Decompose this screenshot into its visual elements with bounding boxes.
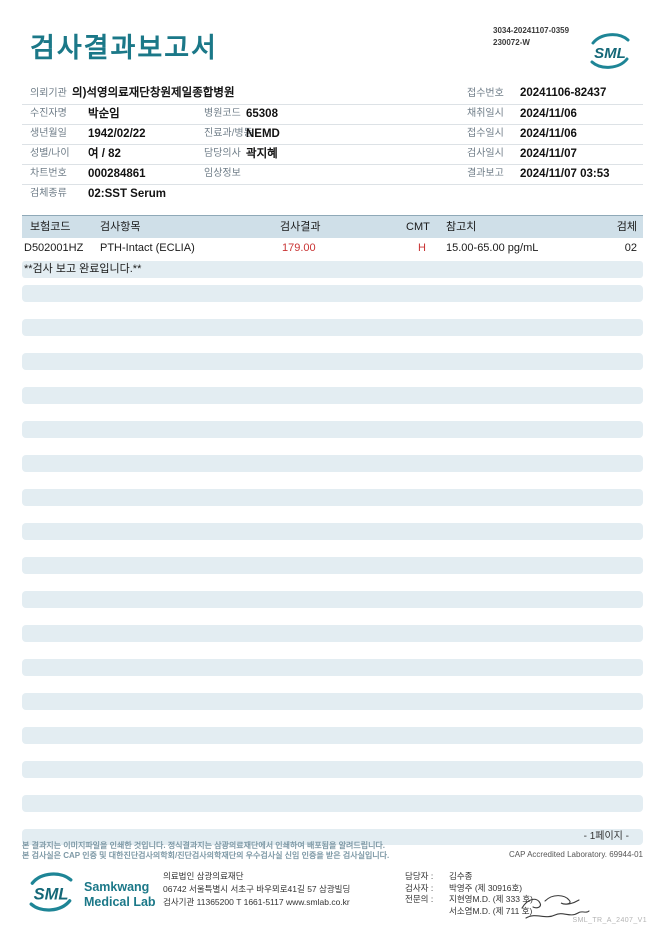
empty-row-stripe bbox=[22, 727, 643, 744]
test-result-value: 179.00 bbox=[282, 242, 316, 254]
footer-logo-name: Samkwang Medical Lab bbox=[84, 879, 156, 909]
info-value: 2024/11/07 03:53 bbox=[520, 168, 610, 180]
info-value: 곽지혜 bbox=[246, 148, 278, 160]
info-label: 진료과/병동 bbox=[204, 128, 253, 139]
footer-logo: SML Samkwang Medical Lab bbox=[25, 870, 156, 919]
staff-specialist-2: 서소염M.D. (제 711 호) bbox=[449, 905, 533, 916]
column-specimen: 검체 bbox=[616, 221, 637, 233]
receipt-number-value: 20241106-82437 bbox=[520, 87, 607, 99]
disclaimer-line2: 본 검사실은 CAP 인증 및 대한진단검사의학회/진단검사의학재단의 우수검사… bbox=[22, 851, 390, 860]
document-number-line2: 230072-W bbox=[493, 38, 530, 47]
info-label: 성별/나이 bbox=[30, 148, 70, 159]
organization-info: 의료법인 삼광의료재단 06742 서울특별시 서초구 바우뫼로41길 57 삼… bbox=[163, 870, 350, 908]
requester-label: 의뢰기관 bbox=[30, 88, 67, 99]
receipt-number-label: 접수번호 bbox=[467, 88, 504, 99]
info-label: 생년월일 bbox=[30, 128, 67, 139]
requester-row: 의뢰기관 의)석영의료재단창원제일종합병원 접수번호 20241106-8243… bbox=[22, 83, 643, 105]
info-label: 수진자명 bbox=[30, 108, 67, 119]
empty-row-stripe bbox=[22, 319, 643, 336]
info-value: 65308 bbox=[246, 108, 278, 120]
insurance-code: D502001HZ bbox=[24, 242, 84, 254]
info-label: 접수일시 bbox=[467, 128, 504, 139]
empty-row-stripe bbox=[22, 693, 643, 710]
info-value: 박순임 bbox=[88, 108, 120, 120]
page-indicator: - 1페이지 - bbox=[583, 831, 629, 842]
disclaimer-line1: 본 결과지는 이미지파일을 인쇄한 것입니다. 정식결과지는 삼광의료재단에서 … bbox=[22, 841, 386, 850]
specimen-type-value: 02:SST Serum bbox=[88, 188, 166, 200]
info-value: 여 / 82 bbox=[88, 148, 121, 160]
sml-logo-icon: SML bbox=[25, 870, 77, 919]
empty-row-stripe bbox=[22, 795, 643, 812]
empty-row-stripe bbox=[22, 591, 643, 608]
info-value: 1942/02/22 bbox=[88, 128, 146, 140]
svg-text:SML: SML bbox=[594, 45, 626, 62]
empty-stripes bbox=[22, 285, 643, 829]
info-value: 2024/11/07 bbox=[520, 148, 577, 160]
empty-row-stripe bbox=[22, 285, 643, 302]
organization-name: 의료법인 삼광의료재단 bbox=[163, 871, 244, 881]
empty-row-stripe bbox=[22, 557, 643, 574]
empty-row-stripe bbox=[22, 489, 643, 506]
result-row: D502001HZ PTH-Intact (ECLIA) 179.00 H 15… bbox=[22, 238, 643, 259]
sml-logo-icon: SML bbox=[587, 31, 633, 76]
empty-row-stripe bbox=[22, 455, 643, 472]
page-indicator-row: - 1페이지 - bbox=[22, 829, 643, 845]
document-number-line1: 3034-20241107-0359 bbox=[493, 26, 570, 35]
specimen-type-row: 검체종류 02:SST Serum bbox=[22, 184, 643, 204]
info-value: 000284861 bbox=[88, 168, 146, 180]
patient-info-row: 차트번호 000284861 임상정보 결과보고 2024/11/07 03:5… bbox=[22, 164, 643, 185]
patient-info-row: 생년월일 1942/02/22 진료과/병동 NEMD 접수일시 2024/11… bbox=[22, 124, 643, 145]
organization-contact: 검사기관 11365200 T 1661-5117 www.smlab.co.k… bbox=[163, 896, 350, 907]
cap-accreditation-text: CAP Accredited Laboratory. 69944-01 bbox=[508, 850, 643, 859]
empty-row-stripe bbox=[22, 761, 643, 778]
staff-manager: 담당자 : 김수종 bbox=[405, 871, 473, 881]
column-test-name: 검사항목 bbox=[100, 221, 141, 233]
staff-specialist-1: 전문의 : 지현영M.D. (제 333 호) bbox=[405, 894, 533, 905]
info-label: 차트번호 bbox=[30, 168, 67, 179]
empty-row-stripe bbox=[22, 387, 643, 404]
empty-row-stripe bbox=[22, 659, 643, 676]
organization-address: 06742 서울특별시 서초구 바우뫼로41길 57 삼광빌딩 bbox=[163, 883, 351, 894]
column-insurance-code: 보험코드 bbox=[30, 221, 71, 233]
specimen-type-label: 검체종류 bbox=[30, 188, 67, 199]
patient-info-row: 성별/나이 여 / 82 담당의사 곽지혜 검사일시 2024/11/07 bbox=[22, 144, 643, 165]
column-cmt: CMT bbox=[406, 221, 430, 233]
completion-message-row: **검사 보고 완료입니다.** bbox=[22, 261, 643, 278]
info-value: 2024/11/06 bbox=[520, 128, 577, 140]
page-title: 검사결과보고서 bbox=[30, 33, 218, 63]
info-label: 임상정보 bbox=[204, 168, 241, 179]
staff-examiner: 검사자 : 박영주 (제 30916호) bbox=[405, 882, 523, 893]
info-value: 2024/11/06 bbox=[520, 108, 577, 120]
requester-value: 의)석영의료재단창원제일종합병원 bbox=[72, 87, 235, 99]
completion-message: **검사 보고 완료입니다.** bbox=[24, 263, 142, 275]
results-table-header: 보험코드 검사항목 검사결과 CMT 참고치 검체 bbox=[22, 215, 643, 238]
info-label: 결과보고 bbox=[467, 168, 504, 179]
column-reference-range: 참고치 bbox=[446, 221, 477, 233]
empty-row-stripe bbox=[22, 353, 643, 370]
info-label: 병원코드 bbox=[204, 108, 241, 119]
svg-text:SML: SML bbox=[34, 886, 69, 904]
info-label: 검사일시 bbox=[467, 148, 504, 159]
specimen-code: 02 bbox=[624, 242, 637, 254]
info-label: 채취일시 bbox=[467, 108, 504, 119]
info-value: NEMD bbox=[246, 128, 280, 140]
staff-info: 담당자 : 김수종 검사자 : 박영주 (제 30916호) 전문의 : 지현영… bbox=[405, 871, 533, 917]
empty-row-stripe bbox=[22, 421, 643, 438]
empty-row-stripe bbox=[22, 625, 643, 642]
info-label: 담당의사 bbox=[204, 148, 241, 159]
patient-info-row: 수진자명 박순임 병원코드 65308 채취일시 2024/11/06 bbox=[22, 104, 643, 125]
cmt-flag: H bbox=[418, 242, 426, 254]
test-name: PTH-Intact (ECLIA) bbox=[100, 242, 195, 254]
signature-scribble bbox=[512, 892, 600, 925]
column-result: 검사결과 bbox=[280, 221, 321, 233]
empty-row-stripe bbox=[22, 523, 643, 540]
reference-range: 15.00-65.00 pg/mL bbox=[446, 242, 539, 254]
document-numbers: 3034-20241107-0359 230072-W bbox=[493, 25, 569, 49]
form-code: SML_TR_A_2407_V1 bbox=[572, 917, 647, 924]
